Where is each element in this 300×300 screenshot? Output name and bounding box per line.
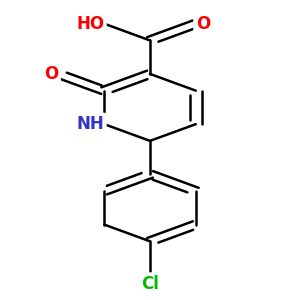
Text: NH: NH — [76, 115, 104, 133]
Text: Cl: Cl — [141, 275, 159, 293]
Text: HO: HO — [76, 15, 104, 33]
Text: O: O — [44, 65, 58, 83]
Text: NH: NH — [76, 115, 104, 133]
Text: HO: HO — [76, 15, 104, 33]
Text: O: O — [196, 15, 210, 33]
Text: O: O — [44, 65, 58, 83]
Text: Cl: Cl — [141, 275, 159, 293]
Text: O: O — [196, 15, 210, 33]
